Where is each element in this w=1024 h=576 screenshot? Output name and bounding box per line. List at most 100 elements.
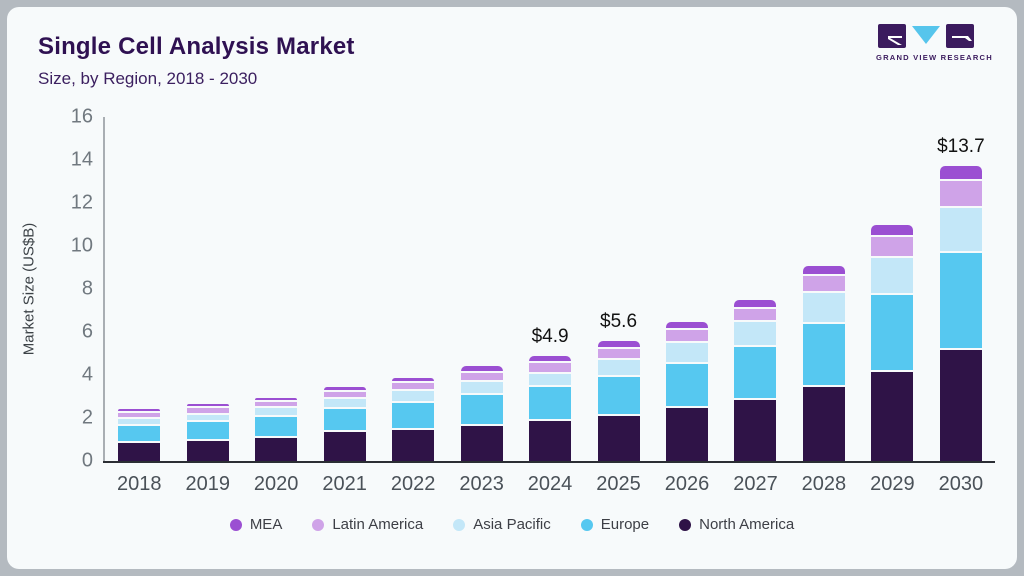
x-tick-2024: 2024 [527, 473, 573, 495]
bar-column-2026 [653, 117, 721, 461]
segment-asia-pacific-2025 [597, 359, 640, 375]
segment-latin-america-2023 [460, 372, 503, 381]
segment-mea-2029 [871, 225, 914, 235]
value-annotation-2030: $13.7 [937, 136, 985, 158]
legend-item-europe: Europe [580, 516, 649, 533]
bar-column-2027 [721, 117, 789, 461]
chart-legend: MEA Latin America Asia Pacific Europe North … [7, 516, 1017, 533]
y-tick-12: 12 [70, 191, 93, 214]
segment-latin-america-2029 [871, 236, 914, 256]
segment-asia-pacific-2030 [939, 208, 982, 251]
gvr-logo-text: GRAND VIEW RESEARCH [876, 53, 993, 62]
segment-north-america-2026 [665, 408, 708, 461]
segment-latin-america-2025 [597, 348, 640, 358]
x-axis-labels: 2018 2019 2020 2021 2022 2023 2024 2025 2026 2027… [105, 473, 995, 496]
bar-column-2028 [790, 117, 858, 461]
segment-latin-america-2026 [665, 330, 708, 341]
segment-mea-2019 [186, 404, 229, 407]
y-tick-16: 16 [70, 105, 93, 128]
segment-europe-2023 [460, 395, 503, 424]
segment-mea-2030 [939, 166, 982, 179]
segment-asia-pacific-2023 [460, 382, 503, 394]
stacked-bar-2020 [255, 397, 298, 461]
segment-latin-america-2028 [802, 276, 845, 292]
stacked-bar-2019 [186, 404, 229, 462]
bar-column-2021 [310, 117, 378, 461]
segment-north-america-2025 [597, 415, 640, 461]
segment-asia-pacific-2018 [118, 418, 161, 425]
segment-asia-pacific-2020 [255, 408, 298, 415]
segment-latin-america-2027 [734, 308, 777, 321]
segment-europe-2019 [186, 422, 229, 439]
segment-europe-2022 [392, 402, 435, 428]
legend-dot-asia-pacific [453, 518, 466, 531]
gvr-logo: GRAND VIEW RESEARCH [876, 23, 993, 67]
segment-europe-2021 [323, 409, 366, 431]
segment-north-america-2030 [939, 350, 982, 461]
x-axis-line [103, 461, 995, 463]
y-tick-10: 10 [70, 234, 93, 257]
bar-column-2023 [447, 117, 515, 461]
x-tick-2022: 2022 [390, 473, 436, 495]
x-tick-2023: 2023 [459, 473, 504, 495]
bar-column-2019 [173, 117, 241, 462]
bar-column-2020 [242, 117, 310, 461]
stacked-bar-2021 [323, 386, 366, 461]
bar-column-2022 [379, 117, 447, 461]
segment-asia-pacific-2028 [802, 293, 845, 322]
stacked-bar-2030 [939, 166, 982, 461]
x-tick-2030: 2030 [938, 473, 984, 495]
legend-item-asia-pacific: Asia Pacific [453, 516, 551, 533]
segment-north-america-2024 [529, 421, 572, 461]
legend-item-mea: MEA [229, 516, 283, 533]
legend-label-latin-america: Latin America [332, 516, 424, 533]
value-annotation-2024: $4.9 [531, 325, 569, 347]
bars-area: $4.9 $5.6 $13.7 [105, 117, 995, 462]
segment-asia-pacific-2021 [323, 399, 366, 408]
gvr-logo-icon [878, 24, 974, 48]
legend-item-latin-america: Latin America [312, 516, 423, 533]
x-tick-2026: 2026 [664, 473, 710, 495]
segment-north-america-2019 [186, 440, 229, 462]
legend-label-asia-pacific: Asia Pacific [473, 516, 551, 533]
page-title: Single Cell Analysis Market [38, 33, 355, 60]
bar-column-2030: $13.7 [927, 117, 995, 461]
legend-dot-mea [229, 518, 242, 531]
x-tick-2027: 2027 [733, 473, 778, 495]
segment-north-america-2029 [871, 371, 914, 461]
segment-north-america-2021 [323, 432, 366, 461]
segment-mea-2020 [255, 397, 298, 401]
segment-latin-america-2030 [939, 181, 982, 207]
value-annotation-2025: $5.6 [600, 310, 638, 332]
x-tick-2029: 2029 [870, 473, 915, 495]
legend-label-mea: MEA [249, 516, 283, 533]
segment-north-america-2028 [802, 386, 845, 461]
segment-asia-pacific-2026 [665, 342, 708, 362]
segment-asia-pacific-2022 [392, 390, 435, 401]
y-tick-14: 14 [70, 148, 93, 171]
y-axis-ticks: 0 2 4 6 8 10 12 14 16 [27, 106, 93, 472]
stacked-bar-2024 [529, 355, 572, 461]
segment-mea-2025 [597, 340, 640, 347]
y-tick-8: 8 [81, 277, 93, 300]
segment-north-america-2020 [255, 437, 298, 461]
segment-europe-2030 [939, 252, 982, 349]
x-tick-2028: 2028 [801, 473, 847, 495]
segment-mea-2024 [529, 355, 572, 361]
segment-mea-2027 [734, 299, 777, 307]
legend-dot-europe [580, 518, 593, 531]
segment-mea-2022 [392, 378, 435, 382]
x-tick-2025: 2025 [596, 473, 641, 495]
segment-europe-2028 [802, 323, 845, 385]
bar-column-2029 [858, 117, 926, 461]
y-tick-4: 4 [81, 363, 93, 386]
segment-europe-2025 [597, 376, 640, 414]
page-subtitle: Size, by Region, 2018 - 2030 [38, 69, 258, 88]
bar-column-2018 [105, 117, 173, 462]
stacked-bar-2027 [734, 299, 777, 461]
y-axis-line [103, 117, 105, 462]
stacked-bar-2022 [392, 378, 435, 461]
legend-label-north-america: North America [699, 516, 795, 533]
segment-europe-2027 [734, 346, 777, 398]
segment-latin-america-2021 [323, 391, 366, 398]
